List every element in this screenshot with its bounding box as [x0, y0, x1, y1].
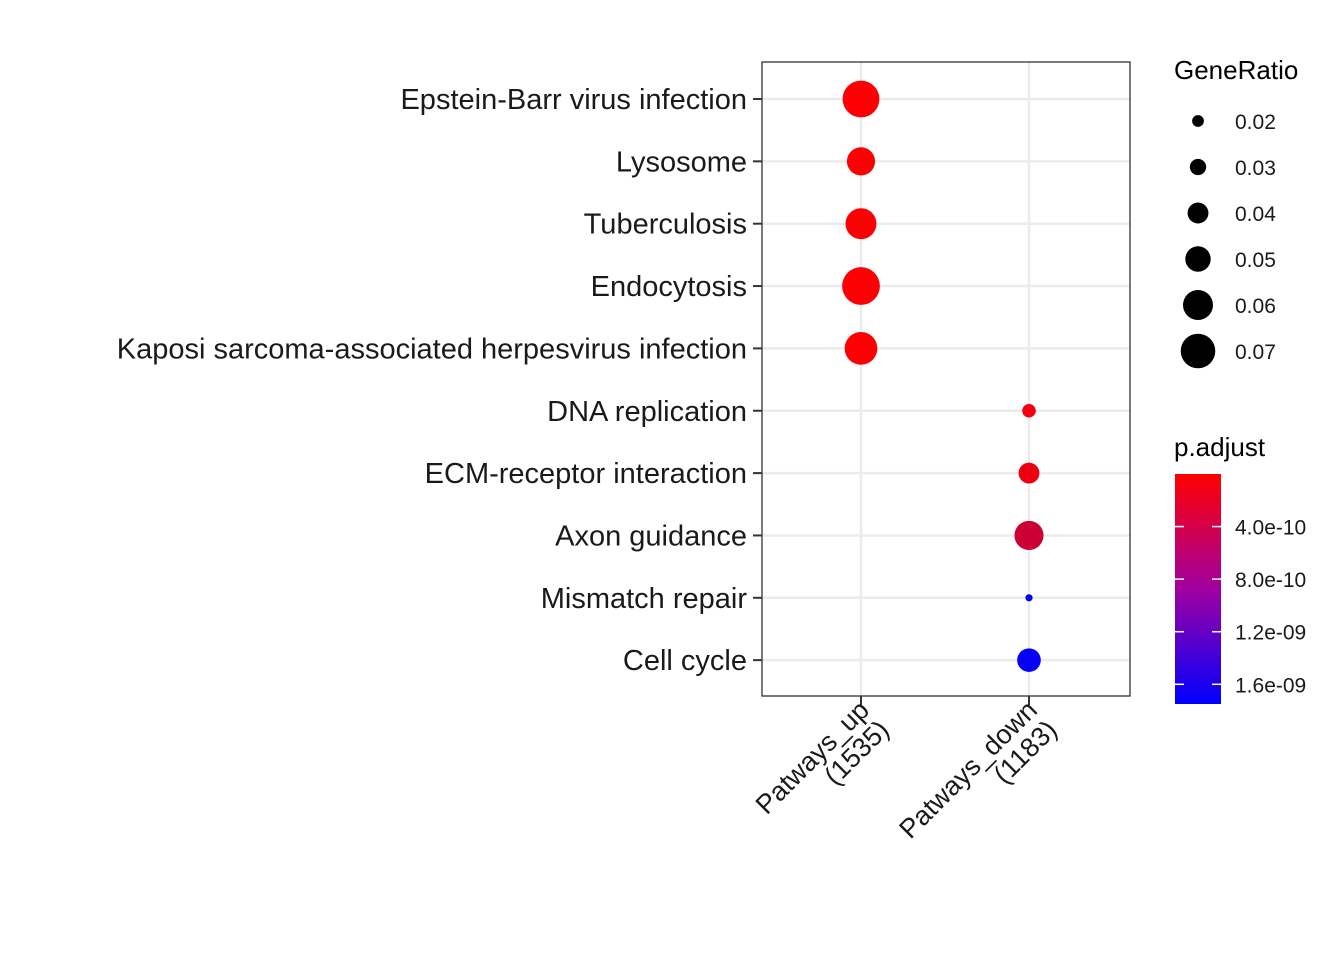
generatio-legend-key-0-02	[1192, 115, 1204, 127]
x-tick-label-patways-up: Patways_up(1535)	[750, 695, 895, 820]
plot-panel	[761, 61, 1131, 697]
p-adjust-legend-title: p.adjust	[1174, 432, 1266, 462]
y-tick-label-cell-cycle: Cell cycle	[623, 645, 747, 677]
generatio-legend-label-0-07: 0.07	[1235, 341, 1276, 364]
point-axon-guidance	[1014, 520, 1044, 550]
generatio-legend: GeneRatio 0.02 0.03 0.04 0.05 0.06 0.07	[1174, 55, 1298, 369]
y-tick-label-kaposi-sarcoma-associated-herpesvirus-infection: Kaposi sarcoma-associated herpesvirus in…	[117, 333, 747, 365]
point-mismatch-repair	[1025, 594, 1033, 602]
p-adjust-tick-label-1-2e-09: 1.2e-09	[1235, 622, 1306, 645]
generatio-legend-key-0-03	[1189, 158, 1207, 176]
generatio-legend-key-0-04	[1187, 202, 1209, 224]
panel-border	[761, 61, 1131, 697]
generatio-legend-label-0-05: 0.05	[1235, 249, 1276, 272]
generatio-legend-key-0-06	[1183, 290, 1213, 320]
generatio-legend-label-0-03: 0.03	[1235, 157, 1276, 180]
y-axis: Epstein-Barr virus infection Lysosome Tube…	[117, 84, 762, 677]
y-tick-label-dna-replication: DNA replication	[547, 396, 747, 428]
y-tick-label-tuberculosis: Tuberculosis	[584, 209, 747, 241]
generatio-legend-key-0-05	[1185, 246, 1211, 272]
point-lysosome	[846, 147, 876, 176]
p-adjust-tick-label-4-0e-10: 4.0e-10	[1235, 517, 1306, 540]
point-endocytosis	[842, 267, 880, 305]
generatio-legend-label-0-06: 0.06	[1235, 295, 1276, 318]
y-tick-label-lysosome: Lysosome	[616, 146, 747, 178]
generatio-legend-key-0-07	[1180, 333, 1216, 369]
panel-background	[762, 62, 1130, 696]
data-points	[842, 80, 1044, 672]
p-adjust-tick-label-1-6e-09: 1.6e-09	[1235, 674, 1306, 697]
y-tick-label-endocytosis: Endocytosis	[591, 271, 747, 303]
y-tick-label-ecm-receptor-interaction: ECM-receptor interaction	[425, 458, 747, 490]
generatio-legend-title: GeneRatio	[1174, 55, 1298, 85]
point-tuberculosis	[845, 208, 877, 240]
point-dna-replication	[1022, 403, 1036, 418]
y-tick-label-epstein-barr-virus-infection: Epstein-Barr virus infection	[400, 84, 747, 116]
generatio-legend-label-0-04: 0.04	[1235, 203, 1276, 226]
point-ecm-receptor-interaction	[1018, 462, 1040, 484]
y-tick-label-axon-guidance: Axon guidance	[555, 520, 747, 552]
p-adjust-legend: p.adjust 4.0e-10 8.0e-10 1.2e-09 1.6e-09	[1174, 432, 1306, 704]
x-tick-label-patways-down: Patways_down(1183)	[893, 695, 1062, 845]
y-tick-label-mismatch-repair: Mismatch repair	[541, 583, 748, 615]
point-cell-cycle	[1017, 648, 1041, 672]
x-axis: Patways_up(1535)Patways_down(1183)	[750, 695, 1063, 845]
point-kaposi-sarcoma-associated-herpesvirus-infection	[844, 332, 878, 365]
generatio-legend-label-0-02: 0.02	[1235, 111, 1276, 134]
p-adjust-colorbar	[1175, 474, 1221, 704]
point-epstein-barr-virus-infection	[842, 80, 880, 118]
p-adjust-tick-label-8-0e-10: 8.0e-10	[1235, 569, 1306, 592]
